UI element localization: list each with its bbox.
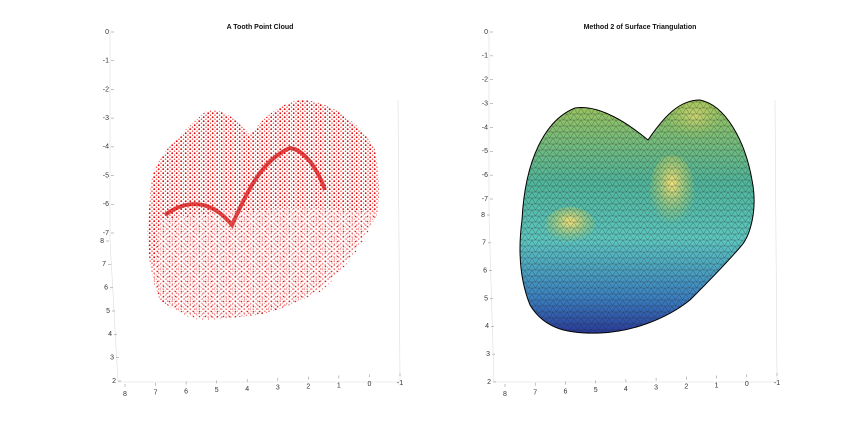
z-tick-label: -7 — [482, 196, 488, 203]
y-tick-label: 5 — [484, 295, 488, 302]
y-tick-label: 3 — [486, 351, 490, 358]
z-tick-label: -2 — [103, 86, 109, 93]
x-tick-label: -1 — [397, 380, 403, 387]
z-tick-label: -2 — [482, 77, 488, 84]
x-tick-label: -1 — [774, 380, 780, 387]
x-tick-label: 2 — [306, 384, 310, 391]
x-tick-label: 8 — [503, 391, 507, 398]
x-tick-label: 0 — [367, 381, 371, 388]
chart-title: Method 2 of Surface Triangulation — [584, 24, 697, 31]
x-tick-label: 5 — [594, 387, 598, 394]
x-tick-label: 4 — [245, 386, 249, 393]
x-tick-label: 7 — [533, 390, 537, 397]
z-tick-label: -5 — [482, 148, 488, 155]
point-cloud — [147, 100, 380, 320]
surface — [519, 99, 755, 334]
y-tick-label: 6 — [483, 268, 487, 275]
x-tick-label: 1 — [337, 382, 341, 389]
x-tick-label: 6 — [563, 388, 567, 395]
x-tick-label: 7 — [154, 390, 158, 397]
z-tick-label: -7 — [103, 230, 109, 237]
x-tick-label: 5 — [215, 387, 219, 394]
z-tick-label: -6 — [482, 172, 488, 179]
y-tick-label: 2 — [487, 379, 491, 386]
x-tick-label: 3 — [654, 385, 658, 392]
y-tick-label: 4 — [485, 323, 489, 330]
x-tick-label: 2 — [684, 384, 688, 391]
x-tick-label: 4 — [624, 386, 628, 393]
x-tick-label: 6 — [184, 388, 188, 395]
x-tick-label: 8 — [123, 391, 127, 398]
y-tick-label: 8 — [100, 238, 104, 245]
z-tick-label: -5 — [103, 172, 109, 179]
z-tick-label: -6 — [103, 201, 109, 208]
z-tick-label: -4 — [482, 124, 488, 131]
z-tick-label: 0 — [484, 29, 488, 36]
z-tick-label: -1 — [482, 53, 488, 60]
z-tick-label: -3 — [482, 100, 488, 107]
x-tick-label: 0 — [745, 381, 749, 388]
y-tick-label: 3 — [110, 355, 114, 362]
z-tick-label: -3 — [103, 115, 109, 122]
y-tick-label: 2 — [112, 378, 116, 385]
z-tick-label: -4 — [103, 144, 109, 151]
y-tick-label: 7 — [482, 240, 486, 247]
y-tick-label: 6 — [104, 285, 108, 292]
x-tick-label: 1 — [715, 382, 719, 389]
z-tick-label: -1 — [103, 58, 109, 65]
y-tick-label: 5 — [106, 308, 110, 315]
y-tick-label: 8 — [481, 212, 485, 219]
chart-title: A Tooth Point Cloud — [227, 24, 294, 31]
y-tick-label: 4 — [108, 331, 112, 338]
x-tick-label: 3 — [276, 385, 280, 392]
z-tick-label: 0 — [105, 29, 109, 36]
y-tick-label: 7 — [102, 261, 106, 268]
